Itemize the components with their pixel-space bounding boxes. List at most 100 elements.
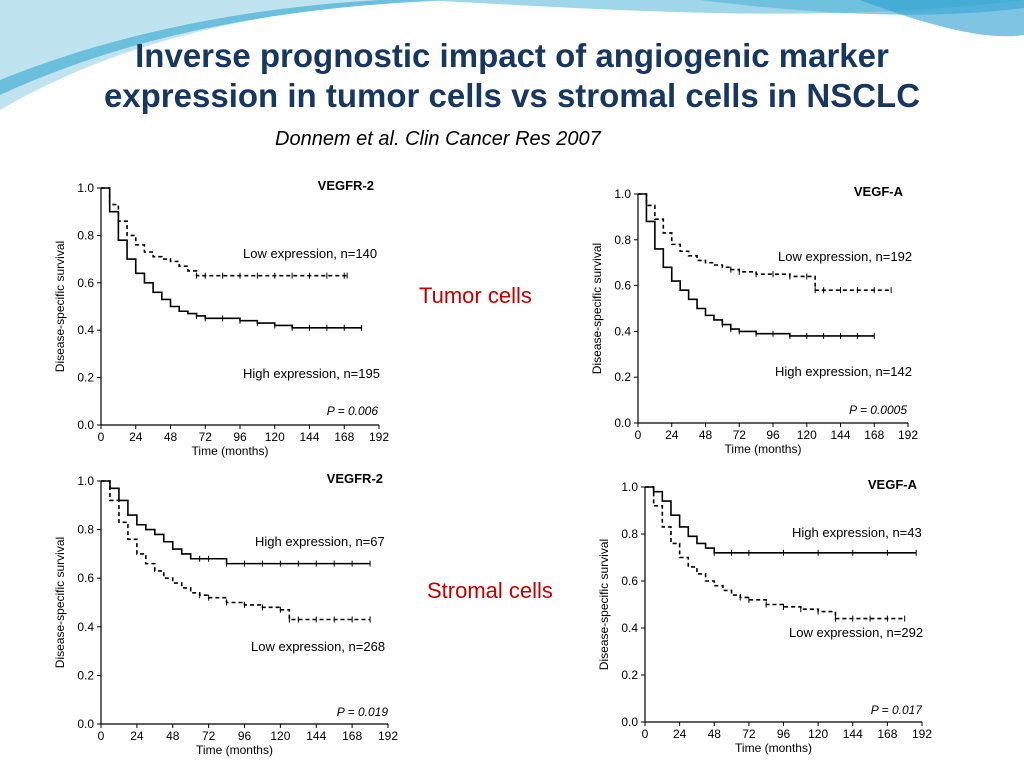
x-tick-label: 0 xyxy=(98,430,105,444)
x-tick-label: 192 xyxy=(369,430,389,444)
series-line-2 xyxy=(101,480,371,621)
y-tick-label: 0.4 xyxy=(77,323,94,337)
y-tick-label: 0.8 xyxy=(77,228,94,242)
x-tick-label: 96 xyxy=(233,430,247,444)
chart-panel-tumor-vegfr2: 0 24 48 72 96 120 144 168 192 0.0 0.2 0.4 0.6 0.8 1.0 T… xyxy=(48,168,403,464)
x-tick-label: 96 xyxy=(766,428,780,442)
series-label-1: High expression, n=43 xyxy=(792,525,922,540)
km-chart-stromal-vegfr2: 0 24 48 72 96 120 144 168 192 0.0 0.2 0.4 0.6 0.8 1.0 T… xyxy=(53,471,398,757)
x-tick-label: 48 xyxy=(164,430,178,444)
y-tick-label: 1.0 xyxy=(77,474,94,488)
y-axis-label: Disease-specific survival xyxy=(590,243,604,374)
series-line-1 xyxy=(101,480,371,565)
series-label-2: Low expression, n=268 xyxy=(251,639,385,654)
series-line-1 xyxy=(645,486,917,554)
x-tick-label: 192 xyxy=(912,727,932,741)
y-tick-label: 0.6 xyxy=(614,279,631,293)
x-tick-label: 96 xyxy=(238,729,252,743)
y-tick-label: 0.4 xyxy=(621,621,638,635)
y-tick-label: 1.0 xyxy=(621,480,638,494)
header-swoosh-decoration xyxy=(0,0,1024,110)
x-tick-label: 144 xyxy=(843,727,863,741)
slide-title-line-1: Inverse prognostic impact of angiogenic … xyxy=(135,37,889,74)
x-axis-label: Time (months) xyxy=(725,442,802,456)
km-chart-tumor-vegfa: 0 24 48 72 96 120 144 168 192 0.0 0.2 0.4 0.6 0.8 1.0 T… xyxy=(590,184,918,456)
slide-title: Inverse prognostic impact of angiogenic … xyxy=(0,36,1024,116)
x-tick-label: 168 xyxy=(342,729,362,743)
y-tick-label: 0.0 xyxy=(77,717,94,731)
y-tick-label: 0.2 xyxy=(77,668,94,682)
x-tick-label: 168 xyxy=(334,430,354,444)
chart-title: VEGFR-2 xyxy=(327,471,383,486)
x-tick-label: 24 xyxy=(130,729,144,743)
x-tick-label: 72 xyxy=(733,428,747,442)
row-label-stromal: Stromal cells xyxy=(427,578,553,603)
chart-panel-tumor-vegfa: 0 24 48 72 96 120 144 168 192 0.0 0.2 0.4 0.6 0.8 1.0 T… xyxy=(585,176,930,464)
x-tick-label: 72 xyxy=(202,729,216,743)
x-tick-label: 144 xyxy=(830,428,850,442)
x-tick-label: 168 xyxy=(864,428,884,442)
km-chart-stromal-vegfa: 0 24 48 72 96 120 144 168 192 0.0 0.2 0.4 0.6 0.8 1.0 T… xyxy=(597,477,932,755)
series-label-2: High expression, n=195 xyxy=(243,366,380,381)
x-tick-label: 120 xyxy=(265,430,285,444)
y-tick-label: 1.0 xyxy=(77,181,94,195)
y-tick-label: 0.6 xyxy=(621,574,638,588)
y-tick-label: 0.2 xyxy=(77,371,94,385)
y-tick-label: 0.4 xyxy=(77,620,94,634)
p-value: P = 0.0005 xyxy=(849,403,907,417)
y-tick-label: 1.0 xyxy=(614,187,631,201)
slide-title-line-2: expression in tumor cells vs stromal cel… xyxy=(103,77,921,114)
chart-title: VEGF-A xyxy=(854,184,904,199)
x-axis-label: Time (months) xyxy=(196,743,273,757)
x-tick-label: 24 xyxy=(129,430,143,444)
x-tick-label: 192 xyxy=(378,729,398,743)
y-tick-label: 0.8 xyxy=(621,527,638,541)
y-tick-label: 0.6 xyxy=(77,571,94,585)
y-axis-label: Disease-specific survival xyxy=(53,537,67,668)
row-label-tumor: Tumor cells xyxy=(419,283,532,308)
x-tick-label: 192 xyxy=(898,428,918,442)
y-tick-label: 0.4 xyxy=(614,324,631,338)
y-tick-label: 0.6 xyxy=(77,276,94,290)
x-tick-label: 48 xyxy=(708,727,722,741)
x-tick-label: 48 xyxy=(166,729,180,743)
chart-title: VEGFR-2 xyxy=(318,178,374,193)
x-tick-label: 0 xyxy=(635,428,642,442)
p-value: P = 0.006 xyxy=(327,404,379,418)
x-axis-label: Time (months) xyxy=(735,741,812,755)
x-tick-label: 144 xyxy=(299,430,319,444)
x-tick-label: 120 xyxy=(270,729,290,743)
x-tick-label: 24 xyxy=(665,428,679,442)
x-tick-label: 24 xyxy=(673,727,687,741)
series-label-2: Low expression, n=292 xyxy=(789,625,923,640)
y-tick-label: 0.2 xyxy=(614,370,631,384)
series-line-1 xyxy=(638,193,892,291)
x-tick-label: 96 xyxy=(777,727,791,741)
chart-panel-stromal-vegfr2: 0 24 48 72 96 120 144 168 192 0.0 0.2 0.4 0.6 0.8 1.0 T… xyxy=(48,466,408,766)
series-label-2: High expression, n=142 xyxy=(775,364,912,379)
x-tick-label: 72 xyxy=(742,727,756,741)
x-tick-label: 0 xyxy=(98,729,105,743)
series-line-2 xyxy=(638,193,875,337)
series-label-1: Low expression, n=140 xyxy=(243,246,377,261)
p-value: P = 0.019 xyxy=(337,705,389,719)
p-value: P = 0.017 xyxy=(871,703,924,717)
y-tick-label: 0.0 xyxy=(77,418,94,432)
y-axis-label: Disease-specific survival xyxy=(53,241,67,372)
chart-title: VEGF-A xyxy=(868,477,918,492)
y-tick-label: 0.8 xyxy=(77,523,94,537)
chart-panel-stromal-vegfa: 0 24 48 72 96 120 144 168 192 0.0 0.2 0.4 0.6 0.8 1.0 T… xyxy=(592,474,937,766)
series-label-1: High expression, n=67 xyxy=(255,534,385,549)
y-tick-label: 0.0 xyxy=(614,416,631,430)
series-line-1 xyxy=(101,187,348,277)
x-tick-label: 168 xyxy=(877,727,897,741)
x-axis-label: Time (months) xyxy=(192,444,269,458)
x-tick-label: 144 xyxy=(306,729,326,743)
y-tick-label: 0.2 xyxy=(621,668,638,682)
citation: Donnem et al. Clin Cancer Res 2007 xyxy=(275,128,601,150)
y-tick-label: 0.8 xyxy=(614,233,631,247)
x-tick-label: 72 xyxy=(199,430,213,444)
x-tick-label: 120 xyxy=(797,428,817,442)
series-label-1: Low expression, n=192 xyxy=(778,249,912,264)
km-chart-tumor-vegfr2: 0 24 48 72 96 120 144 168 192 0.0 0.2 0.4 0.6 0.8 1.0 T… xyxy=(53,178,389,458)
